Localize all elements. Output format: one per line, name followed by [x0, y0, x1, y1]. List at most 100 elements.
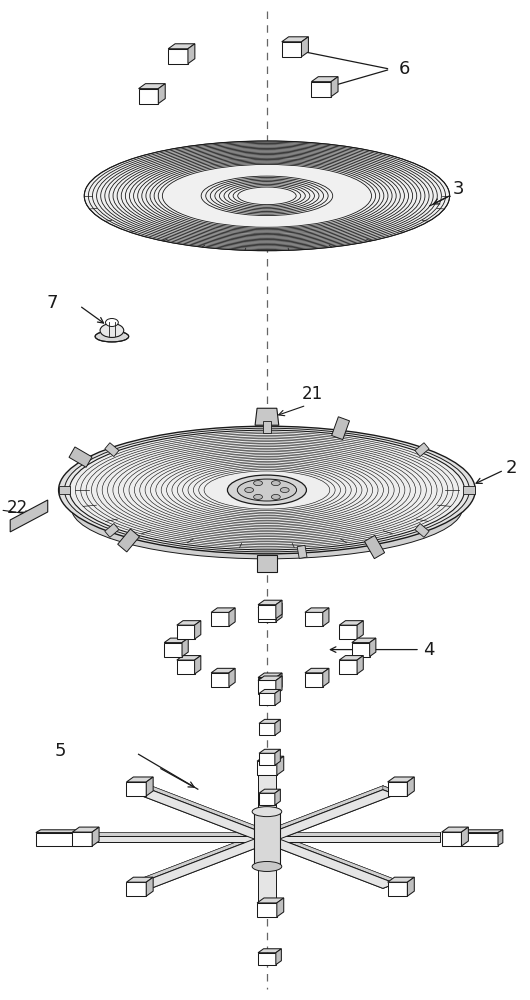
Polygon shape [282, 37, 308, 42]
Ellipse shape [245, 488, 254, 493]
Ellipse shape [252, 807, 282, 817]
Text: 2: 2 [506, 459, 517, 477]
Polygon shape [229, 668, 235, 687]
Text: 21: 21 [302, 385, 323, 403]
Ellipse shape [237, 479, 297, 501]
Polygon shape [259, 723, 275, 735]
Polygon shape [257, 555, 277, 572]
Polygon shape [258, 608, 276, 622]
Polygon shape [127, 777, 153, 782]
Polygon shape [305, 608, 329, 612]
Polygon shape [138, 89, 158, 104]
Polygon shape [195, 621, 201, 639]
Polygon shape [258, 600, 282, 605]
Polygon shape [138, 786, 395, 884]
Polygon shape [138, 786, 151, 795]
Polygon shape [277, 898, 284, 917]
Polygon shape [323, 608, 329, 626]
Polygon shape [275, 749, 280, 765]
Polygon shape [73, 832, 92, 846]
Polygon shape [138, 790, 395, 888]
Text: 6: 6 [398, 60, 410, 78]
Polygon shape [257, 898, 284, 903]
Ellipse shape [227, 475, 306, 505]
Bar [59, 486, 70, 494]
Polygon shape [138, 786, 395, 884]
Polygon shape [498, 830, 503, 846]
Text: 4: 4 [423, 641, 435, 659]
Polygon shape [258, 680, 276, 694]
Polygon shape [357, 621, 363, 639]
Polygon shape [257, 903, 277, 917]
Polygon shape [211, 612, 229, 626]
Bar [254, 812, 280, 866]
Ellipse shape [84, 141, 449, 251]
Polygon shape [177, 625, 195, 639]
Polygon shape [138, 84, 165, 89]
Polygon shape [259, 693, 275, 705]
Polygon shape [138, 880, 151, 888]
Bar [105, 443, 119, 457]
Polygon shape [311, 77, 338, 82]
Polygon shape [257, 756, 284, 761]
Polygon shape [73, 827, 99, 832]
Polygon shape [127, 782, 146, 796]
Polygon shape [258, 605, 276, 619]
Polygon shape [276, 600, 282, 619]
Polygon shape [195, 656, 201, 674]
Polygon shape [138, 786, 395, 884]
Polygon shape [339, 656, 363, 660]
Polygon shape [302, 37, 308, 57]
Polygon shape [258, 769, 276, 773]
Polygon shape [211, 668, 235, 673]
Polygon shape [387, 877, 414, 882]
Polygon shape [36, 833, 83, 846]
Polygon shape [305, 673, 323, 687]
Polygon shape [258, 953, 276, 965]
Polygon shape [305, 668, 329, 673]
Polygon shape [138, 790, 395, 888]
Polygon shape [258, 678, 276, 691]
Bar [297, 545, 307, 558]
Polygon shape [339, 660, 357, 674]
Polygon shape [258, 769, 276, 773]
Polygon shape [211, 673, 229, 687]
Polygon shape [339, 625, 357, 639]
Polygon shape [257, 761, 277, 775]
Ellipse shape [69, 430, 464, 550]
Polygon shape [275, 719, 280, 735]
Ellipse shape [72, 457, 463, 559]
Polygon shape [441, 827, 469, 832]
Polygon shape [258, 676, 282, 680]
Ellipse shape [105, 319, 118, 326]
Bar [365, 535, 385, 559]
Polygon shape [138, 880, 151, 888]
Polygon shape [259, 789, 280, 793]
Polygon shape [462, 827, 469, 846]
Polygon shape [255, 408, 279, 425]
Polygon shape [275, 789, 280, 805]
Polygon shape [168, 44, 195, 49]
Polygon shape [182, 638, 188, 657]
Polygon shape [258, 949, 281, 953]
Bar [415, 443, 429, 457]
Polygon shape [352, 638, 376, 643]
Polygon shape [211, 608, 235, 612]
Ellipse shape [65, 428, 470, 552]
Polygon shape [138, 790, 395, 888]
Text: 3: 3 [453, 180, 464, 198]
Bar [118, 529, 139, 552]
Polygon shape [258, 603, 282, 608]
Polygon shape [259, 753, 275, 765]
Polygon shape [258, 773, 276, 905]
Polygon shape [383, 880, 395, 888]
Polygon shape [94, 836, 440, 842]
Bar [263, 421, 271, 433]
Polygon shape [127, 877, 153, 882]
Bar [463, 486, 475, 494]
Polygon shape [83, 830, 88, 846]
Ellipse shape [59, 426, 475, 554]
Polygon shape [387, 882, 408, 896]
Text: 5: 5 [55, 742, 66, 760]
Bar [332, 417, 349, 440]
